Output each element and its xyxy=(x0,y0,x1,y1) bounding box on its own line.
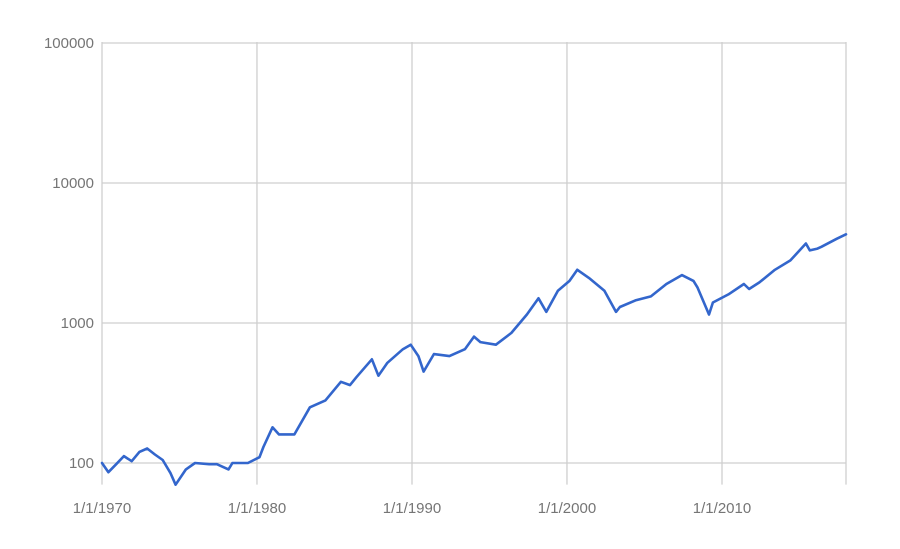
series-group xyxy=(100,233,848,487)
x-tick-label-1/1/1990: 1/1/1990 xyxy=(383,500,441,517)
series-line-0 xyxy=(100,233,848,487)
x-tick-label-1/1/2010: 1/1/2010 xyxy=(693,500,751,517)
y-tick-label-1000: 1000 xyxy=(61,315,94,332)
x-tick-label-1/1/1970: 1/1/1970 xyxy=(73,500,131,517)
y-tick-label-100000: 100000 xyxy=(44,35,94,52)
x-tick-label-1/1/1980: 1/1/1980 xyxy=(228,500,286,517)
y-axis-tick-labels: 100 1000 10000 100000 xyxy=(44,35,94,472)
x-tick-label-1/1/2000: 1/1/2000 xyxy=(538,500,596,517)
y-tick-label-10000: 10000 xyxy=(52,175,94,192)
x-axis-tick-labels: 1/1/1970 1/1/1980 1/1/1990 1/1/2000 1/1/2010 xyxy=(73,500,751,517)
grid-lines xyxy=(101,42,847,485)
y-tick-label-100: 100 xyxy=(69,455,94,472)
